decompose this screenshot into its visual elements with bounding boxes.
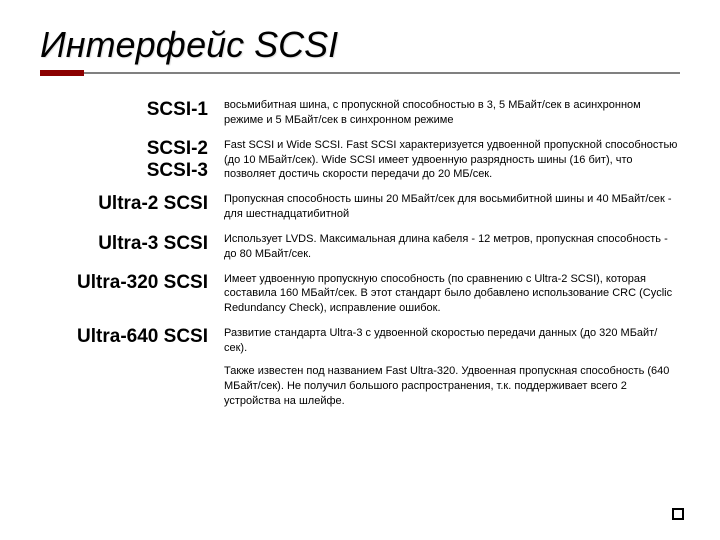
slide-title: Интерфейс SCSI — [40, 24, 680, 66]
term-label: SCSI-1 — [40, 98, 208, 121]
term-description-p2: Также известен под названием Fast Ultra-… — [224, 364, 680, 409]
definition-row: Ultra-2 SCSI Пропускная способность шины… — [40, 192, 680, 222]
term-label: Ultra-3 SCSI — [40, 232, 208, 255]
term-description-p1: Развитие стандарта Ultra-3 с удвоенной с… — [224, 326, 680, 356]
definition-row: SCSI-2SCSI-3 Fast SCSI и Wide SCSI. Fast… — [40, 138, 680, 183]
content: SCSI-1 восьмибитная шина, с пропускной с… — [40, 98, 680, 408]
definition-row: Ultra-320 SCSI Имеет удвоенную пропускну… — [40, 272, 680, 317]
term-description: Пропускная способность шины 20 МБайт/сек… — [224, 192, 680, 222]
term-label: SCSI-2SCSI-3 — [40, 138, 208, 182]
term-description: Fast SCSI и Wide SCSI. Fast SCSI характе… — [224, 138, 680, 183]
term-description: Использует LVDS. Максимальная длина кабе… — [224, 232, 680, 262]
definition-row: Ultra-640 SCSI Развитие стандарта Ultra-… — [40, 326, 680, 408]
term-description: Имеет удвоенную пропускную способность (… — [224, 272, 680, 317]
term-description: восьмибитная шина, с пропускной способно… — [224, 98, 680, 128]
term-label: Ultra-640 SCSI — [40, 326, 208, 348]
term-label: Ultra-2 SCSI — [40, 192, 208, 215]
definition-row: Ultra-3 SCSI Использует LVDS. Максимальн… — [40, 232, 680, 262]
rule-accent — [40, 70, 84, 76]
footer-square-icon — [672, 508, 684, 520]
definition-row: SCSI-1 восьмибитная шина, с пропускной с… — [40, 98, 680, 128]
title-rule — [40, 70, 680, 76]
rule-gray — [40, 72, 680, 74]
spacer — [224, 356, 680, 364]
term-label: Ultra-320 SCSI — [40, 272, 208, 294]
term-description: Развитие стандарта Ultra-3 с удвоенной с… — [224, 326, 680, 408]
slide: Интерфейс SCSI SCSI-1 восьмибитная шина,… — [0, 0, 720, 540]
